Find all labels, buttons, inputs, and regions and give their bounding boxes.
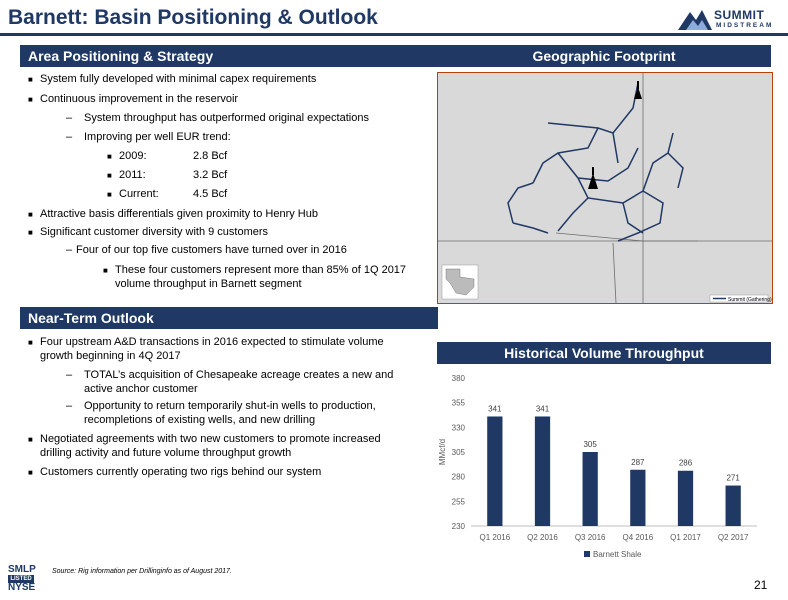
page-number: 21: [754, 578, 768, 592]
map-legend-label: Summit (Gathering): [728, 297, 772, 303]
y-tick-label: 330: [452, 423, 466, 432]
y-axis-label: MMcf/d: [438, 439, 447, 465]
logo-line2: MIDSTREAM: [716, 22, 774, 29]
list-item: – TOTAL’s acquisition of Chesapeake acrea…: [66, 369, 394, 381]
list-item-continued: growth beginning in 4Q 2017: [40, 350, 181, 362]
list-item: ■ 2009:: [107, 150, 147, 162]
x-tick-label: Q2 2016: [527, 533, 558, 542]
map-legend: Summit (Gathering): [709, 294, 772, 303]
nyse-text: NYSE: [8, 582, 36, 593]
legend-swatch: [584, 551, 590, 557]
outlook-heading: Near-Term Outlook: [20, 307, 438, 329]
pipeline-network: [507, 82, 684, 242]
data-label: 286: [679, 459, 693, 468]
source-note: Source: Rig information per Drillinginfo…: [52, 568, 232, 575]
list-item: ■ Continuous improvement in the reservoir: [28, 93, 239, 105]
data-label: 341: [536, 404, 550, 413]
list-item: ■ Significant customer diversity with 9 c…: [28, 226, 269, 238]
barnett-map: Summit (Gathering): [437, 72, 773, 304]
drilling-rig-icon: [588, 81, 642, 189]
bar: [677, 470, 694, 526]
data-label: 341: [488, 404, 502, 413]
list-item: ■ 2011:: [107, 169, 146, 181]
eur-value: 2.8 Bcf: [193, 150, 228, 162]
x-tick-label: Q4 2016: [622, 533, 653, 542]
list-item: – Opportunity to return temporarily shut-…: [66, 400, 376, 412]
legend-label: Barnett Shale: [593, 550, 642, 559]
bar: [630, 469, 646, 526]
data-label: 305: [583, 440, 597, 449]
volume-chart: 230 255 280 305 330 355 380 MMcf/d 341 Q1 2016 341…: [437, 368, 771, 564]
y-tick-label: 305: [452, 448, 466, 457]
x-tick-label: Q2 2017: [718, 533, 749, 542]
title-divider: [0, 33, 788, 36]
list-item: ■ Current:: [107, 188, 159, 200]
list-item-continued: recompletions of existing wells, and new…: [84, 414, 316, 426]
y-tick-label: 230: [452, 522, 466, 531]
list-item-continued: active anchor customer: [84, 383, 198, 395]
y-tick-label: 255: [452, 497, 466, 506]
list-item: ■ Customers currently operating two rigs …: [28, 466, 322, 478]
listed-text: LISTED: [8, 575, 34, 583]
data-label: 287: [631, 458, 645, 467]
hist-heading: Historical Volume Throughput: [437, 342, 771, 364]
eur-value: 3.2 Bcf: [193, 169, 228, 181]
eur-value: 4.5 Bcf: [193, 188, 228, 200]
list-item: ■ Negotiated agreements with two new cust…: [28, 433, 381, 445]
list-item: – Four of our top five customers have tur…: [66, 244, 347, 256]
list-item: ■ These four customers represent more tha…: [103, 264, 407, 276]
smlp-nyse-logo: SMLP LISTED NYSE: [8, 565, 50, 593]
list-item-continued: volume throughput in Barnett segment: [115, 278, 302, 290]
bar: [582, 452, 598, 526]
y-tick-label: 355: [452, 399, 466, 408]
list-item: – Improving per well EUR trend:: [66, 131, 231, 143]
data-label: 271: [726, 474, 740, 483]
logo-line1: SUMMIT: [714, 8, 765, 22]
mountain-icon: [678, 10, 712, 30]
list-item-continued: drilling activity and future volume thro…: [40, 447, 292, 459]
bar: [725, 485, 741, 526]
x-tick-label: Q1 2016: [479, 533, 510, 542]
texas-inset-icon: [441, 264, 479, 300]
geo-heading: Geographic Footprint: [437, 45, 771, 67]
page-title: Barnett: Basin Positioning & Outlook: [8, 6, 378, 29]
list-item: ■ System fully developed with minimal cap…: [28, 73, 317, 85]
list-item: ■ Four upstream A&D transactions in 2016 …: [28, 336, 384, 348]
area-heading: Area Positioning & Strategy: [20, 45, 438, 67]
list-item: ■ Attractive basis differentials given pr…: [28, 208, 318, 220]
bar: [534, 416, 551, 526]
y-tick-label: 280: [452, 473, 466, 482]
y-tick-label: 380: [452, 374, 466, 383]
x-tick-label: Q1 2017: [670, 533, 701, 542]
bar: [487, 416, 503, 526]
x-tick-label: Q3 2016: [575, 533, 606, 542]
list-item: – System throughput has outperformed orig…: [66, 112, 369, 124]
summit-logo: SUMMIT MIDSTREAM: [676, 6, 780, 34]
smlp-text: SMLP: [8, 564, 36, 575]
